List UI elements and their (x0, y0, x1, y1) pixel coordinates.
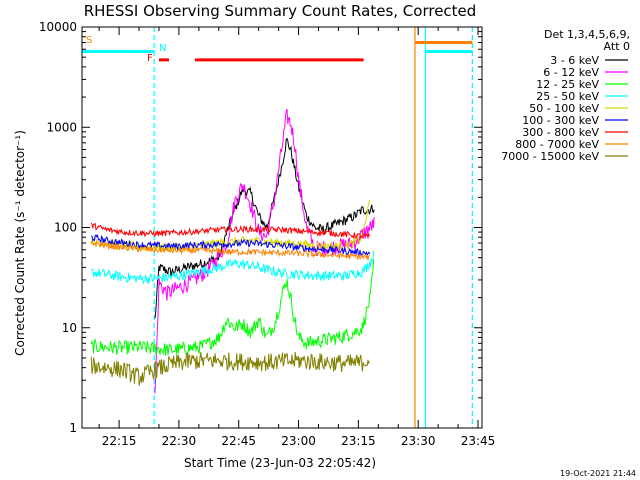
legend-entry-label-3: 12 - 25 keV (536, 78, 599, 91)
y-tick-label: 10 (62, 321, 77, 335)
flag-label-n: N (159, 43, 166, 54)
series-line-7 (90, 222, 371, 240)
chart-title: RHESSI Observing Summary Count Rates, Co… (84, 2, 477, 20)
legend-entry-label-4: 25 - 50 keV (536, 90, 599, 103)
x-tick-label: 22:45 (221, 434, 256, 448)
y-tick-label: 1000 (46, 120, 77, 134)
series-line-6 (91, 234, 371, 258)
render-timestamp: 19-Oct-2021 21:44 (560, 469, 636, 478)
y-axis-label: Corrected Count Rate (s⁻¹ detector⁻¹) (13, 130, 27, 356)
x-tick-label: 23:15 (341, 434, 376, 448)
y-tick-label: 100 (54, 221, 77, 235)
x-tick-label: 22:15 (102, 434, 137, 448)
legend-entry-label-6: 100 - 300 keV (522, 114, 599, 127)
y-tick-label: 1 (69, 421, 77, 435)
axes: 22:15 22:30 22:45 23:00 23:15 23:30 23:45 1 10 10… (39, 20, 495, 448)
legend-entry-label-7: 300 - 800 keV (522, 126, 599, 139)
legend-entry-label-9: 7000 - 15000 keV (501, 150, 599, 163)
series-line-1 (154, 137, 375, 319)
flag-label-f: F (147, 53, 153, 64)
series-line-3 (90, 259, 375, 356)
x-axis-label: Start Time (23-Jun-03 22:05:42) (184, 456, 376, 470)
x-tick-label: 22:30 (162, 434, 197, 448)
legend-header-line-2: Att 0 (604, 40, 630, 53)
x-tick-label: 23:45 (461, 434, 496, 448)
legend-entry-label-5: 50 - 100 keV (529, 102, 599, 115)
series-line-9 (90, 351, 371, 386)
legend-header-line-1: Det 1,3,4,5,6,9, (544, 28, 630, 41)
flag-label-s: S (86, 35, 92, 46)
series-line-8 (90, 239, 370, 261)
plot-area: S FN (82, 27, 474, 428)
legend-entry-label-1: 3 - 6 keV (550, 54, 599, 67)
legend-entry-label-2: 6 - 12 keV (543, 66, 599, 79)
y-tick-label: 10000 (39, 20, 77, 34)
x-tick-label: 23:30 (401, 434, 436, 448)
series-line-4 (91, 250, 375, 285)
x-tick-label: 23:00 (281, 434, 316, 448)
legend-entry-label-8: 800 - 7000 keV (515, 138, 599, 151)
